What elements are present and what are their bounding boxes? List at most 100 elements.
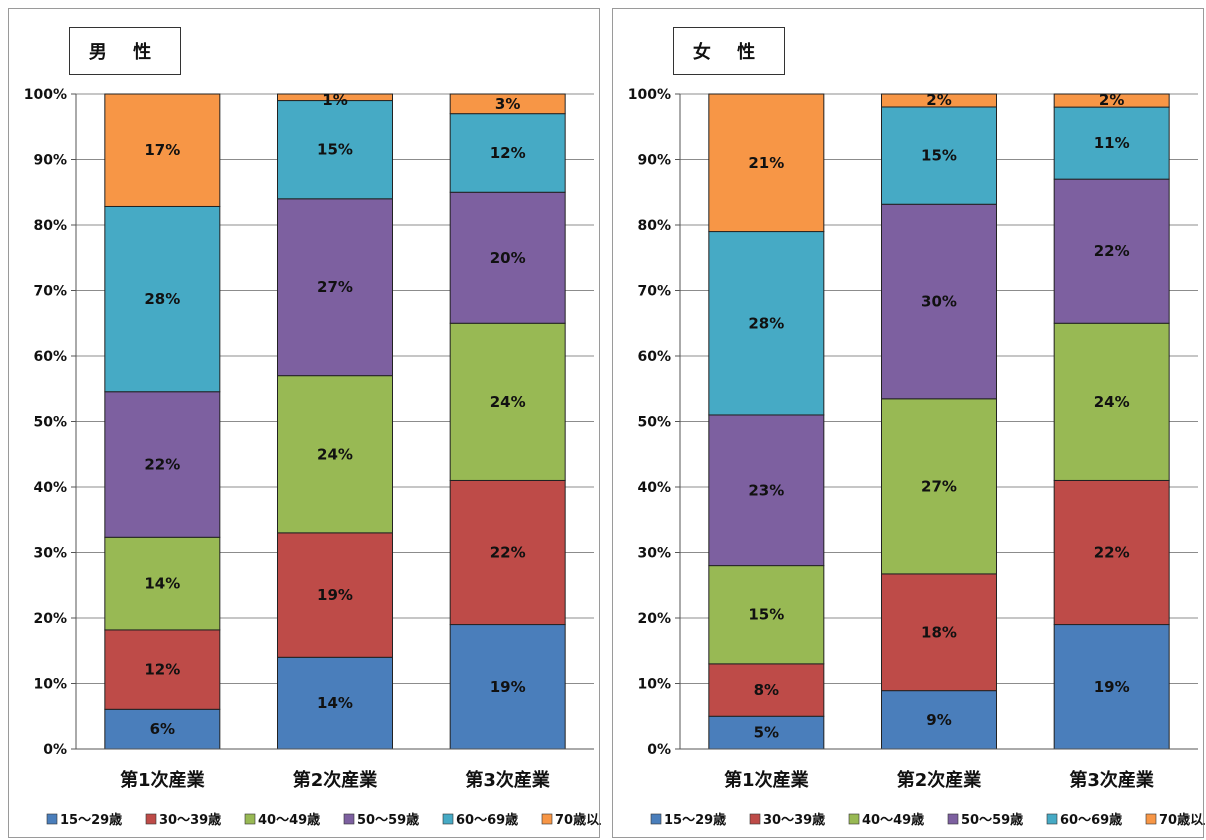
data-label: 9% bbox=[926, 711, 951, 729]
data-label: 27% bbox=[317, 278, 353, 296]
legend-swatch bbox=[145, 813, 157, 825]
data-label: 20% bbox=[490, 249, 526, 267]
bar-segment bbox=[449, 624, 566, 750]
chart-title-female: 女 性 bbox=[673, 27, 785, 75]
bar-segment bbox=[277, 375, 393, 534]
legend-label: 70歳以上 bbox=[555, 812, 601, 828]
legend-swatch bbox=[541, 813, 553, 825]
data-label: 12% bbox=[144, 661, 180, 679]
y-tick-label: 100% bbox=[628, 87, 671, 103]
legend-label: 50～59歳 bbox=[357, 812, 419, 828]
bar-segment bbox=[881, 573, 997, 692]
y-tick-label: 30% bbox=[637, 546, 671, 562]
data-label: 22% bbox=[1094, 544, 1130, 562]
stacked-bar-chart-female: 0% 10% 20% 30% 40% 50% 60% 70% 80% 90% 100% 5% 8% 15%… bbox=[628, 87, 1205, 828]
y-tick-label: 40% bbox=[33, 480, 67, 496]
data-label: 17% bbox=[144, 141, 180, 159]
legend-swatch bbox=[947, 813, 959, 825]
data-label: 11% bbox=[1094, 134, 1130, 152]
x-category-label: 第3次産業 bbox=[1069, 769, 1155, 791]
bar-segment bbox=[708, 715, 825, 750]
legend-swatch bbox=[848, 813, 860, 825]
y-tick-label: 40% bbox=[637, 480, 671, 496]
x-category-label: 第2次産業 bbox=[293, 769, 379, 791]
data-label: 2% bbox=[926, 91, 951, 109]
bar-segment bbox=[881, 398, 997, 575]
legend-swatch bbox=[749, 813, 761, 825]
stacked-bar-chart-male: 0% 10% 20% 30% 40% 50% 60% 70% 80% 90% 100% 6% 12% 14… bbox=[24, 87, 601, 828]
legend-label: 40～49歳 bbox=[862, 812, 924, 828]
bar-segment bbox=[104, 629, 221, 710]
legend-label: 15～29歳 bbox=[60, 812, 122, 828]
legend-label: 60～69歳 bbox=[1060, 812, 1122, 828]
data-label: 19% bbox=[317, 586, 353, 604]
data-label: 6% bbox=[150, 720, 175, 738]
y-tick-label: 70% bbox=[637, 284, 671, 300]
bar-segment bbox=[277, 656, 393, 750]
bar-segment bbox=[104, 536, 221, 631]
legend-label: 30～39歳 bbox=[159, 812, 221, 828]
data-label: 12% bbox=[490, 144, 526, 162]
y-tick-label: 50% bbox=[33, 415, 67, 431]
data-label: 18% bbox=[921, 623, 957, 641]
data-label: 14% bbox=[317, 694, 353, 712]
x-category-label: 第1次産業 bbox=[724, 769, 810, 791]
x-category-label: 第1次産業 bbox=[120, 769, 206, 791]
bar-segment bbox=[881, 690, 997, 750]
y-tick-label: 80% bbox=[637, 218, 671, 234]
bar-segment bbox=[1053, 106, 1170, 180]
legend-swatch bbox=[1145, 813, 1157, 825]
bar-segment bbox=[881, 93, 997, 108]
data-label: 24% bbox=[490, 393, 526, 411]
y-tick-label: 60% bbox=[33, 349, 67, 365]
data-label: 22% bbox=[490, 544, 526, 562]
data-label: 24% bbox=[317, 445, 353, 463]
legend-swatch bbox=[343, 813, 355, 825]
x-category-label: 第3次産業 bbox=[465, 769, 551, 791]
data-label: 15% bbox=[748, 606, 784, 624]
data-label: 24% bbox=[1094, 393, 1130, 411]
y-tick-label: 70% bbox=[33, 284, 67, 300]
data-label: 2% bbox=[1099, 91, 1124, 109]
data-label: 19% bbox=[1094, 678, 1130, 696]
x-category-label: 第2次産業 bbox=[897, 769, 983, 791]
legend-label: 60～69歳 bbox=[456, 812, 518, 828]
legend-label: 40～49歳 bbox=[258, 812, 320, 828]
legend-swatch bbox=[244, 813, 256, 825]
legend-label: 30～39歳 bbox=[763, 812, 825, 828]
bar-segment bbox=[708, 565, 825, 665]
chart-title-male: 男 性 bbox=[69, 27, 181, 75]
y-tick-label: 10% bbox=[33, 677, 67, 693]
y-tick-label: 0% bbox=[647, 742, 671, 758]
y-tick-label: 90% bbox=[637, 153, 671, 169]
legend-label: 70歳以上 bbox=[1159, 812, 1205, 828]
y-tick-label: 20% bbox=[33, 611, 67, 627]
y-tick-label: 20% bbox=[637, 611, 671, 627]
bar-segment bbox=[449, 93, 566, 115]
y-tick-label: 50% bbox=[637, 415, 671, 431]
bar-segment bbox=[277, 93, 393, 102]
data-label: 30% bbox=[921, 293, 957, 311]
data-label: 27% bbox=[921, 477, 957, 495]
y-tick-label: 90% bbox=[33, 153, 67, 169]
data-label: 3% bbox=[495, 95, 520, 113]
legend-swatch bbox=[1046, 813, 1058, 825]
bar-segment bbox=[104, 391, 221, 538]
data-label: 14% bbox=[144, 575, 180, 593]
y-tick-label: 60% bbox=[637, 349, 671, 365]
bar-segment bbox=[449, 322, 566, 481]
bar-segment bbox=[104, 205, 221, 393]
bar-segment bbox=[881, 106, 997, 205]
data-label: 28% bbox=[748, 314, 784, 332]
bar-segment bbox=[104, 93, 221, 207]
legend-swatch bbox=[650, 813, 662, 825]
data-label: 5% bbox=[754, 724, 779, 742]
data-label: 1% bbox=[322, 91, 347, 109]
bar-segment bbox=[449, 191, 566, 324]
data-label: 15% bbox=[317, 141, 353, 159]
chart-panel-male: 0% 10% 20% 30% 40% 50% 60% 70% 80% 90% 100% 6% 12% 14… bbox=[8, 8, 601, 838]
chart-panel-female: 0% 10% 20% 30% 40% 50% 60% 70% 80% 90% 100% 5% 8% 15%… bbox=[612, 8, 1205, 838]
y-tick-label: 30% bbox=[33, 546, 67, 562]
y-tick-label: 0% bbox=[43, 742, 67, 758]
y-tick-label: 10% bbox=[637, 677, 671, 693]
